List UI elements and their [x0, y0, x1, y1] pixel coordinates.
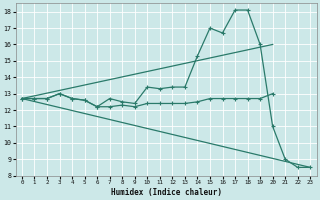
X-axis label: Humidex (Indice chaleur): Humidex (Indice chaleur)	[111, 188, 221, 197]
